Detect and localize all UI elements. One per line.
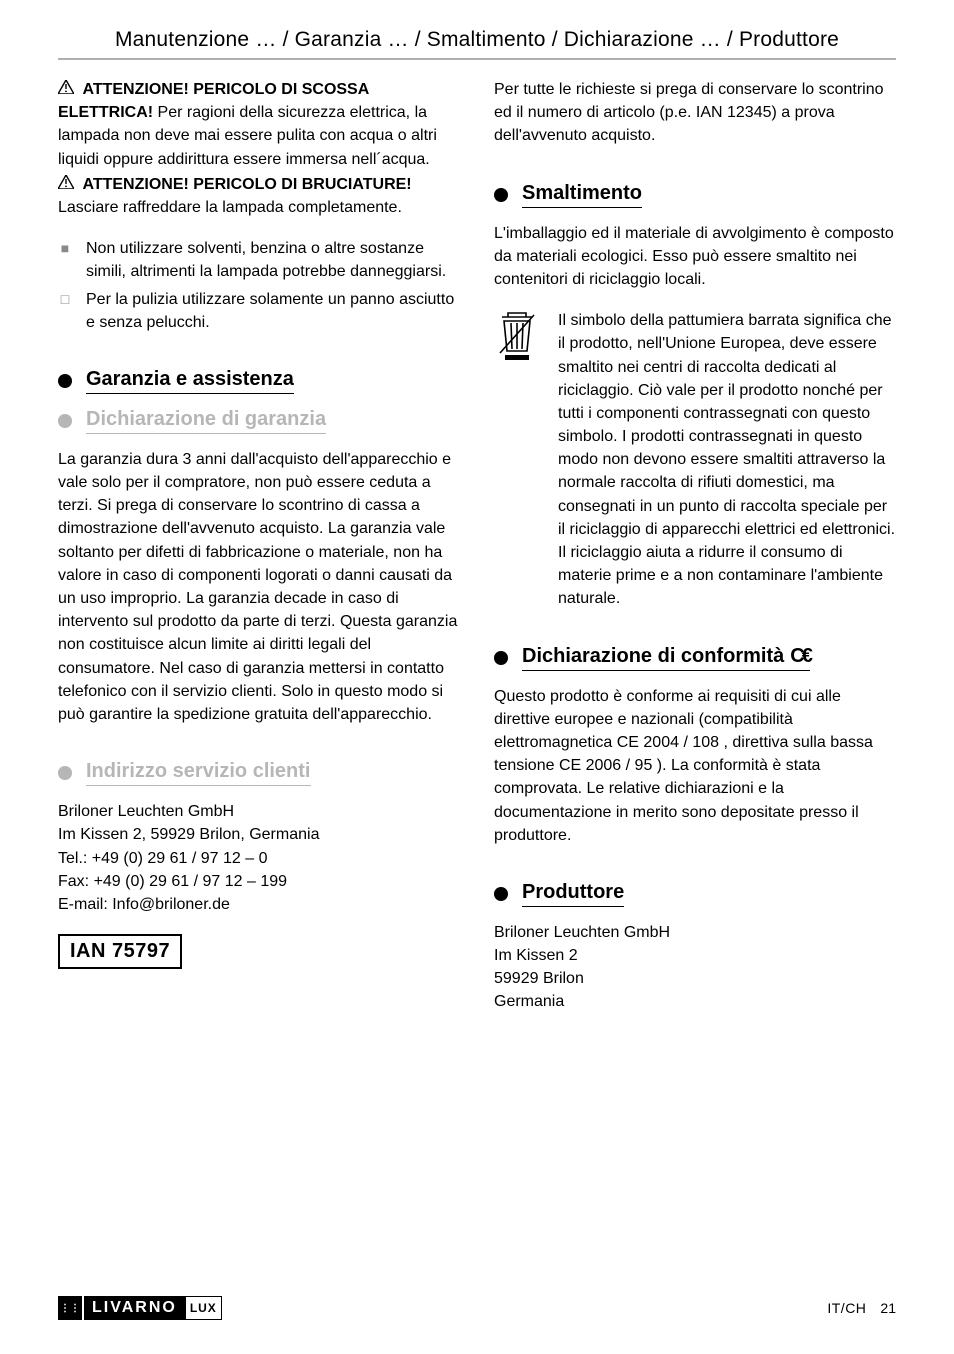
right-column: Per tutte le richieste si prega di conse… bbox=[494, 78, 896, 1014]
list-item: ■ Non utilizzare solventi, benzina o alt… bbox=[58, 237, 460, 283]
service-contact: Briloner Leuchten GmbH Im Kissen 2, 5992… bbox=[58, 800, 460, 916]
manufacturer-city: 59929 Brilon bbox=[494, 967, 896, 990]
brand-suffix: LUX bbox=[185, 1296, 222, 1320]
warning-icon bbox=[58, 173, 74, 196]
page-lang: IT/CH bbox=[827, 1300, 866, 1316]
weee-block: Il simbolo della pattumiera barrata sign… bbox=[494, 309, 896, 610]
conformity-title: Dichiarazione di conformità bbox=[522, 645, 784, 667]
ian-number-box: IAN 75797 bbox=[58, 934, 182, 969]
page-num: 21 bbox=[880, 1300, 896, 1316]
contact-address: Im Kissen 2, 59929 Brilon, Germania bbox=[58, 823, 460, 846]
warranty-paragraph: La garanzia dura 3 anni dall'acquisto de… bbox=[58, 448, 460, 726]
heading-service-address: Indirizzo servizio clienti bbox=[58, 760, 460, 786]
heading-text: Produttore bbox=[522, 881, 624, 907]
ce-mark-icon: C€ bbox=[790, 645, 810, 667]
bullet-dot-icon bbox=[494, 651, 508, 665]
page-footer: ⋮⋮ LIVARNO LUX IT/CH 21 bbox=[58, 1296, 896, 1320]
bullet-dot-icon bbox=[58, 374, 72, 388]
two-column-layout: ATTENZIONE! PERICOLO DI SCOSSA ELETTRICA… bbox=[58, 78, 896, 1014]
warning-icon bbox=[58, 78, 74, 101]
manufacturer-name: Briloner Leuchten GmbH bbox=[494, 921, 896, 944]
heading-warranty: Garanzia e assistenza bbox=[58, 368, 460, 394]
warning-burn-text: Lasciare raffreddare la lampada completa… bbox=[58, 196, 460, 219]
bullet-dot-icon bbox=[58, 766, 72, 780]
contact-tel: Tel.: +49 (0) 29 61 / 97 12 – 0 bbox=[58, 847, 460, 870]
heading-text: Smaltimento bbox=[522, 182, 642, 208]
contact-email: E-mail: Info@briloner.de bbox=[58, 893, 460, 916]
bullet-text: Per la pulizia utilizzare solamente un p… bbox=[86, 288, 460, 334]
receipt-note: Per tutte le richieste si prega di conse… bbox=[494, 78, 896, 148]
left-column: ATTENZIONE! PERICOLO DI SCOSSA ELETTRICA… bbox=[58, 78, 460, 1014]
page-number: IT/CH 21 bbox=[827, 1300, 896, 1316]
weee-bin-icon bbox=[494, 311, 540, 610]
conformity-paragraph: Questo prodotto è conforme ai requisiti … bbox=[494, 685, 896, 847]
brand-square-icon: ⋮⋮ bbox=[58, 1296, 82, 1320]
heading-disposal: Smaltimento bbox=[494, 182, 896, 208]
warning-shock: ATTENZIONE! PERICOLO DI SCOSSA ELETTRICA… bbox=[58, 78, 460, 171]
breadcrumb: Manutenzione … / Garanzia … / Smaltiment… bbox=[58, 28, 896, 60]
bullet-marker: ■ bbox=[58, 237, 72, 283]
heading-manufacturer: Produttore bbox=[494, 881, 896, 907]
cleaning-bullets: ■ Non utilizzare solventi, benzina o alt… bbox=[58, 237, 460, 334]
warning-burn-label: ATTENZIONE! PERICOLO DI BRUCIATURE! bbox=[82, 176, 411, 193]
heading-warranty-declaration: Dichiarazione di garanzia bbox=[58, 408, 460, 434]
bullet-marker: □ bbox=[58, 288, 72, 334]
brand-name: LIVARNO bbox=[84, 1296, 185, 1320]
disposal-paragraph-2: Il simbolo della pattumiera barrata sign… bbox=[558, 309, 896, 610]
manufacturer-street: Im Kissen 2 bbox=[494, 944, 896, 967]
heading-conformity: Dichiarazione di conformità C€ bbox=[494, 645, 896, 671]
brand-logo: ⋮⋮ LIVARNO LUX bbox=[58, 1296, 222, 1320]
list-item: □ Per la pulizia utilizzare solamente un… bbox=[58, 288, 460, 334]
heading-text: Dichiarazione di garanzia bbox=[86, 408, 326, 434]
manufacturer-contact: Briloner Leuchten GmbH Im Kissen 2 59929… bbox=[494, 921, 896, 1014]
heading-text: Garanzia e assistenza bbox=[86, 368, 294, 394]
warning-burn: ATTENZIONE! PERICOLO DI BRUCIATURE! bbox=[58, 173, 460, 196]
disposal-paragraph-1: L'imballaggio ed il materiale di avvolgi… bbox=[494, 222, 896, 292]
heading-text: Dichiarazione di conformità C€ bbox=[522, 645, 810, 671]
contact-fax: Fax: +49 (0) 29 61 / 97 12 – 199 bbox=[58, 870, 460, 893]
bullet-dot-icon bbox=[58, 414, 72, 428]
manufacturer-country: Germania bbox=[494, 990, 896, 1013]
contact-name: Briloner Leuchten GmbH bbox=[58, 800, 460, 823]
bullet-text: Non utilizzare solventi, benzina o altre… bbox=[86, 237, 460, 283]
bullet-dot-icon bbox=[494, 188, 508, 202]
heading-text: Indirizzo servizio clienti bbox=[86, 760, 311, 786]
bullet-dot-icon bbox=[494, 887, 508, 901]
